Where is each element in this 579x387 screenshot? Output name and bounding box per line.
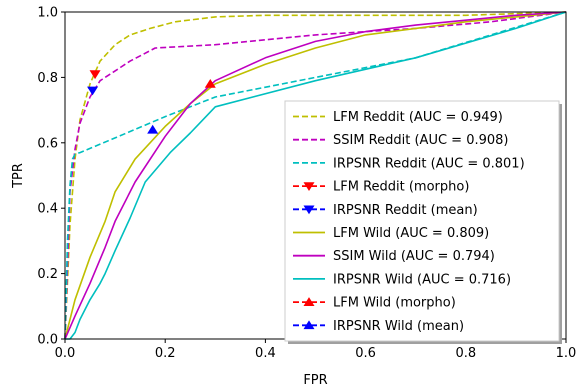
y-tick-label: 0.2 [37,267,58,282]
x-tick-label: 0.6 [355,346,376,361]
legend-marker [303,320,315,330]
legend-label: SSIM Wild (AUC = 0.794) [333,249,495,264]
x-tick-label: 0.2 [155,346,176,361]
y-tick-label: 0.6 [37,136,58,151]
legend-label: LFM Reddit (morpho) [333,180,469,195]
x-axis-label: FPR [303,373,327,387]
y-tick-label: 1.0 [37,6,58,21]
legend-label: IRPSNR Wild (AUC = 0.716) [333,272,511,287]
legend-label: IRPSNR Reddit (AUC = 0.801) [333,156,525,171]
legend-marker [303,297,315,306]
series-layer [64,11,567,340]
ticks-layer: 0.0 0.2 0.4 0.6 0.8 1.0 0.0 0.2 0.4 0.6 0.8 1.0 [37,6,576,362]
series-line [64,11,567,340]
y-tick-label: 0.0 [37,333,58,348]
legend-label: IRPSNR Wild (mean) [333,319,464,334]
legend-label: LFM Wild (morpho) [333,296,456,311]
legend-label: SSIM Reddit (AUC = 0.908) [333,133,508,148]
x-tick-label: 0.4 [255,346,276,361]
legend-label: IRPSNR Reddit (mean) [333,203,478,218]
y-axis-label: TPR [11,163,26,189]
legend-label: LFM Wild (AUC = 0.809) [333,226,489,241]
series-marker [89,70,101,80]
series-marker [87,86,99,96]
series-marker [204,78,216,88]
legend-marker [303,205,315,215]
legend: LFM Reddit (AUC = 0.949) SSIM Reddit (AUC… [284,100,562,344]
legend-label: LFM Reddit (AUC = 0.949) [333,110,503,125]
series-line [65,11,567,340]
y-tick-label: 0.4 [37,202,58,217]
legend-marker [303,182,315,192]
series-line [64,11,567,340]
legend-box [284,100,560,342]
x-tick-label: 1.0 [556,346,577,361]
series-marker [147,124,159,134]
series-line [64,11,567,340]
x-tick-label: 0.0 [55,346,76,361]
series-line [64,11,567,340]
x-tick-label: 0.8 [455,346,476,361]
y-tick-label: 0.8 [37,71,58,86]
